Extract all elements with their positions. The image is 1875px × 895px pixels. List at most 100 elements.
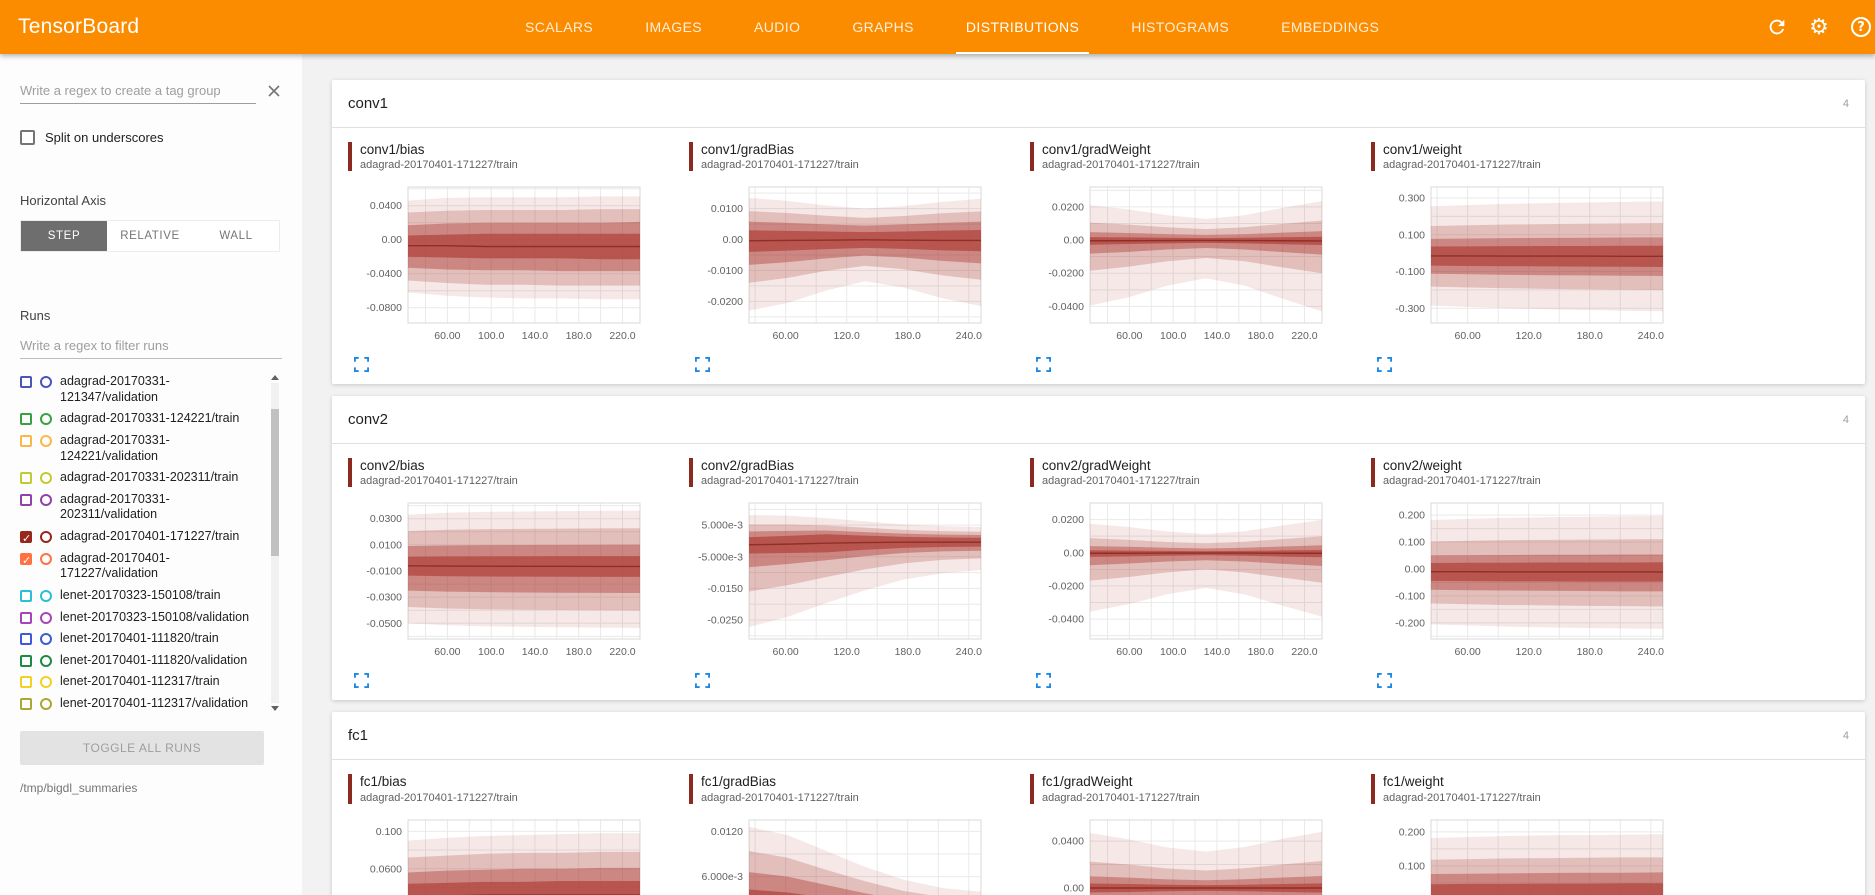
run-checkbox[interactable] bbox=[20, 611, 32, 624]
svg-text:220.0: 220.0 bbox=[609, 330, 635, 342]
tag-section-fc1: fc1 4 fc1/bias adagrad-20170401-171227/trai… bbox=[332, 712, 1865, 895]
split-underscores-checkbox[interactable] bbox=[20, 130, 35, 145]
run-item[interactable]: lenet-20170401-111820/validation bbox=[20, 650, 264, 672]
expand-chart-icon[interactable] bbox=[1036, 357, 1051, 373]
tab-distributions[interactable]: DISTRIBUTIONS bbox=[940, 0, 1105, 54]
chart-card: conv2/bias adagrad-20170401-171227/train 0… bbox=[348, 458, 689, 689]
expand-chart-icon[interactable] bbox=[1377, 357, 1392, 373]
distribution-chart[interactable]: 0.300 0.100 -0.100 -0.300 60.00 120.0 180.0 240… bbox=[1371, 179, 1671, 349]
svg-text:240.0: 240.0 bbox=[1638, 646, 1664, 658]
svg-text:0.00: 0.00 bbox=[1405, 894, 1426, 895]
run-color-bar bbox=[1030, 142, 1034, 172]
section-header[interactable]: fc1 4 bbox=[332, 712, 1865, 761]
run-item[interactable]: adagrad-20170331-202311/train bbox=[20, 467, 264, 489]
settings-icon[interactable]: ⚙ bbox=[1809, 14, 1829, 40]
expand-chart-icon[interactable] bbox=[354, 673, 369, 689]
run-color-bar bbox=[1371, 142, 1375, 172]
run-checkbox[interactable]: ✓ bbox=[20, 531, 32, 545]
tag-group-regex-input[interactable] bbox=[20, 78, 256, 104]
expand-chart-icon[interactable] bbox=[695, 357, 710, 373]
svg-text:0.100: 0.100 bbox=[1399, 229, 1425, 241]
run-checkbox[interactable] bbox=[20, 376, 32, 388]
clear-tag-filter-icon[interactable] bbox=[266, 83, 282, 104]
run-checkbox[interactable] bbox=[20, 654, 32, 667]
chart-title: conv1/gradWeight bbox=[1042, 142, 1151, 157]
run-item[interactable]: ✓ adagrad-20170401-171227/validation bbox=[20, 548, 264, 585]
chart-run-label: adagrad-20170401-171227/train bbox=[1042, 159, 1200, 172]
distribution-chart[interactable]: 0.200 0.100 0.00 -0.100 -0.200 60.00 120.0 180.… bbox=[1371, 495, 1671, 665]
run-item[interactable]: adagrad-20170331-124221/validation bbox=[20, 430, 264, 467]
run-item[interactable]: adagrad-20170331-202311/validation bbox=[20, 489, 264, 526]
tab-images[interactable]: IMAGES bbox=[645, 19, 703, 35]
scroll-down-icon[interactable] bbox=[268, 703, 282, 715]
axis-wall-button[interactable]: WALL bbox=[193, 221, 279, 251]
run-color-bar bbox=[1371, 458, 1375, 488]
run-checkbox[interactable] bbox=[20, 633, 32, 646]
run-checkbox[interactable]: ✓ bbox=[20, 552, 32, 567]
distribution-chart[interactable]: 0.0300 0.0100 -0.0100 -0.0300 -0.0500 60.00 10… bbox=[348, 495, 648, 665]
svg-text:180.0: 180.0 bbox=[1248, 330, 1274, 342]
run-item[interactable]: ✓ adagrad-20170401-171227/train bbox=[20, 526, 264, 548]
svg-text:100.0: 100.0 bbox=[1160, 646, 1186, 658]
runs-scrollbar[interactable] bbox=[268, 371, 282, 715]
svg-text:-0.100: -0.100 bbox=[1395, 591, 1425, 603]
scrollbar-thumb[interactable] bbox=[271, 408, 279, 556]
svg-text:0.200: 0.200 bbox=[1399, 826, 1425, 838]
run-checkbox[interactable] bbox=[20, 493, 32, 506]
runs-filter-regex-input[interactable] bbox=[20, 333, 282, 359]
svg-text:60.00: 60.00 bbox=[772, 646, 798, 658]
distribution-chart[interactable]: 0.1000.06000.0200-0.020060.00100.0140.01… bbox=[348, 812, 648, 895]
run-item[interactable]: adagrad-20170331-121347/validation bbox=[20, 371, 264, 408]
run-item[interactable]: lenet-20170401-112317/train bbox=[20, 671, 264, 693]
run-checkbox[interactable] bbox=[20, 589, 32, 602]
scroll-up-icon[interactable] bbox=[268, 371, 282, 383]
tab-scalars[interactable]: SCALARS bbox=[525, 19, 594, 35]
chart-card: conv1/gradBias adagrad-20170401-171227/tr… bbox=[689, 142, 1030, 373]
run-item[interactable]: lenet-20170401-111820/train bbox=[20, 628, 264, 650]
expand-chart-icon[interactable] bbox=[354, 357, 369, 373]
distribution-chart[interactable]: 5.000e-3 -5.000e-3 -0.0150 -0.0250 60.00 120.… bbox=[689, 495, 989, 665]
chart-run-label: adagrad-20170401-171227/train bbox=[701, 475, 859, 488]
distribution-chart[interactable]: 0.0200 0.00 -0.0200 -0.0400 60.00 100.0 140.0 1… bbox=[1030, 179, 1330, 349]
run-checkbox[interactable] bbox=[20, 413, 32, 426]
chart-card: fc1/weight adagrad-20170401-171227/train 0… bbox=[1371, 774, 1712, 895]
help-icon[interactable]: ? bbox=[1849, 15, 1873, 39]
axis-relative-button[interactable]: RELATIVE bbox=[107, 221, 193, 251]
toggle-all-runs-button[interactable]: TOGGLE ALL RUNS bbox=[20, 730, 264, 765]
run-item[interactable]: lenet-20170323-150108/train bbox=[20, 585, 264, 607]
run-color-bar bbox=[1030, 458, 1034, 488]
section-header[interactable]: conv2 4 bbox=[332, 396, 1865, 445]
distribution-chart[interactable]: 0.0200 0.00 -0.0200 -0.0400 60.00 100.0 140.0 1… bbox=[1030, 495, 1330, 665]
section-header[interactable]: conv1 4 bbox=[332, 80, 1865, 128]
expand-chart-icon[interactable] bbox=[1036, 673, 1051, 689]
expand-chart-icon[interactable] bbox=[695, 673, 710, 689]
tab-embeddings[interactable]: EMBEDDINGS bbox=[1281, 19, 1380, 35]
chart-card: conv2/gradWeight adagrad-20170401-171227/… bbox=[1030, 458, 1371, 689]
chart-title: fc1/gradBias bbox=[701, 774, 777, 790]
tab-audio[interactable]: AUDIO bbox=[754, 19, 801, 35]
distribution-chart[interactable]: 0.0400 0.00 -0.0400 -0.0800 60.00 100.0 140.0 1… bbox=[348, 179, 648, 349]
axis-step-button[interactable]: STEP bbox=[21, 221, 107, 251]
scrollbar-track[interactable] bbox=[271, 383, 279, 703]
distribution-chart[interactable]: 0.0100 0.00 -0.0100 -0.0200 60.00 120.0 180.0 2… bbox=[689, 179, 989, 349]
svg-text:-0.0100: -0.0100 bbox=[707, 265, 743, 277]
tab-histograms[interactable]: HISTOGRAMS bbox=[1131, 19, 1230, 35]
run-checkbox[interactable] bbox=[20, 472, 32, 485]
run-checkbox[interactable] bbox=[20, 698, 32, 710]
refresh-icon[interactable] bbox=[1765, 15, 1789, 39]
run-color-circle bbox=[40, 472, 52, 485]
svg-text:0.0400: 0.0400 bbox=[1052, 835, 1084, 847]
run-item[interactable]: lenet-20170401-112317/validation bbox=[20, 693, 264, 715]
run-checkbox[interactable] bbox=[20, 676, 32, 689]
run-item[interactable]: adagrad-20170331-124221/train bbox=[20, 408, 264, 430]
run-checkbox[interactable] bbox=[20, 434, 32, 447]
run-item[interactable]: lenet-20170323-150108/validation bbox=[20, 607, 264, 629]
tab-graphs[interactable]: GRAPHS bbox=[852, 19, 914, 35]
split-underscores-row[interactable]: Split on underscores bbox=[20, 130, 282, 145]
distribution-chart[interactable]: 0.04000.00-0.040060.00100.0140.0180.0220… bbox=[1030, 812, 1330, 895]
expand-chart-icon[interactable] bbox=[1377, 673, 1392, 689]
chart-run-label: adagrad-20170401-171227/train bbox=[1042, 791, 1200, 804]
runs-list: adagrad-20170331-121347/validation adagra… bbox=[20, 371, 282, 715]
